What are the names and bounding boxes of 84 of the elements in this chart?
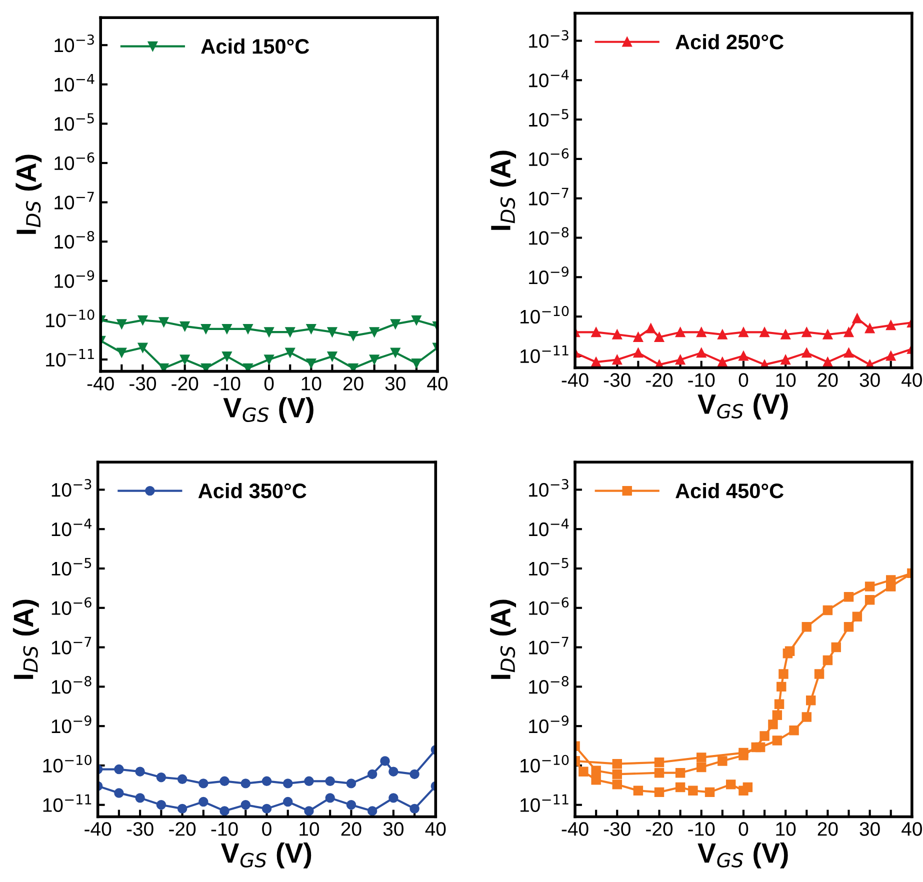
x-tick-label: -10 bbox=[688, 822, 715, 836]
y-tick-label: 10$^{−4}$ bbox=[529, 518, 569, 536]
x-tick-label: 20 bbox=[818, 373, 838, 387]
y-tick-label: 10$^{−6}$ bbox=[54, 152, 94, 170]
y-axis-title: I$_{DS}$ (A) bbox=[490, 600, 516, 679]
x-tick-label: -10 bbox=[214, 376, 240, 390]
x-tick-label: 30 bbox=[860, 822, 880, 836]
x-tick-label: 30 bbox=[383, 822, 404, 836]
y-tick-label: 10$^{−5}$ bbox=[54, 113, 94, 131]
y-tick-label: 10$^{−5}$ bbox=[529, 109, 568, 127]
y-tick-label: 10$^{−9}$ bbox=[54, 270, 94, 288]
legend-label: Acid 150°C bbox=[201, 38, 310, 54]
x-tick-label: 20 bbox=[818, 822, 838, 836]
x-axis-title: V$_{GS}$ (V) bbox=[220, 842, 312, 868]
x-tick-label: -10 bbox=[211, 822, 238, 836]
y-tick-label: 10$^{−7}$ bbox=[529, 188, 568, 206]
x-tick-label: -30 bbox=[130, 376, 156, 390]
x-tick-label: -20 bbox=[646, 373, 673, 387]
y-tick-label: 10$^{−3}$ bbox=[529, 479, 568, 497]
y-tick-label: 10$^{−3}$ bbox=[52, 479, 92, 497]
y-tick-label: 10$^{−11}$ bbox=[520, 345, 568, 364]
x-tick-label: -40 bbox=[87, 376, 114, 390]
x-tick-label: -40 bbox=[84, 822, 112, 836]
x-tick-label: 30 bbox=[860, 373, 880, 387]
x-tick-label: -40 bbox=[562, 373, 588, 387]
x-tick-label: -20 bbox=[646, 822, 673, 836]
y-tick-label: 10$^{−11}$ bbox=[520, 794, 568, 812]
y-tick-label: 10$^{−10}$ bbox=[46, 310, 94, 328]
x-tick-label: 0 bbox=[262, 822, 272, 836]
y-tick-label: 10$^{−11}$ bbox=[43, 794, 92, 812]
legend-label: Acid 350°C bbox=[198, 483, 306, 498]
y-tick-label: 10$^{−6}$ bbox=[529, 148, 569, 166]
y-axis-title: I$_{DS}$ (A) bbox=[12, 600, 39, 679]
y-tick-label: 10$^{−9}$ bbox=[529, 715, 569, 734]
x-tick-label: -30 bbox=[604, 822, 630, 836]
x-tick-label: 10 bbox=[776, 822, 796, 836]
y-tick-label: 10$^{−9}$ bbox=[52, 715, 92, 734]
y-tick-label: 10$^{−8}$ bbox=[52, 676, 92, 694]
y-tick-label: 10$^{−4}$ bbox=[529, 70, 569, 88]
y-tick-label: 10$^{−10}$ bbox=[520, 306, 569, 324]
y-tick-label: 10$^{−3}$ bbox=[529, 30, 568, 48]
y-tick-label: 10$^{−9}$ bbox=[529, 266, 569, 284]
x-tick-label: 40 bbox=[427, 376, 448, 390]
x-tick-label: 10 bbox=[300, 822, 320, 836]
x-axis-title: V$_{GS}$ (V) bbox=[223, 397, 314, 423]
x-tick-label: 20 bbox=[343, 376, 364, 390]
x-tick-label: 0 bbox=[738, 822, 748, 836]
x-tick-label: 20 bbox=[341, 822, 362, 836]
legend-label: Acid 250°C bbox=[676, 34, 784, 50]
y-tick-label: 10$^{−7}$ bbox=[52, 636, 92, 654]
x-axis-title: V$_{GS}$ (V) bbox=[698, 842, 788, 868]
x-tick-label: -30 bbox=[604, 373, 630, 387]
y-tick-label: 10$^{−11}$ bbox=[46, 349, 94, 367]
y-tick-label: 10$^{−5}$ bbox=[52, 558, 92, 576]
y-tick-label: 10$^{−6}$ bbox=[52, 597, 92, 615]
y-axis-title: I$_{DS}$ (A) bbox=[16, 154, 42, 234]
x-axis-title: V$_{GS}$ (V) bbox=[698, 394, 788, 420]
y-tick-label: 10$^{−10}$ bbox=[43, 754, 92, 773]
x-tick-label: 0 bbox=[264, 376, 274, 390]
legend-label: Acid 450°C bbox=[676, 483, 784, 498]
y-tick-label: 10$^{−8}$ bbox=[54, 230, 94, 249]
y-tick-label: 10$^{−4}$ bbox=[54, 74, 94, 92]
y-tick-label: 10$^{−5}$ bbox=[529, 558, 568, 576]
x-tick-label: -20 bbox=[172, 376, 198, 390]
x-tick-label: 10 bbox=[302, 376, 322, 390]
x-tick-label: -20 bbox=[169, 822, 196, 836]
x-tick-label: 40 bbox=[902, 822, 922, 836]
x-tick-label: 10 bbox=[776, 373, 796, 387]
x-tick-label: -30 bbox=[126, 822, 154, 836]
x-tick-label: -40 bbox=[562, 822, 588, 836]
y-tick-label: 10$^{−4}$ bbox=[52, 518, 92, 536]
y-tick-label: 10$^{−7}$ bbox=[529, 636, 568, 654]
x-tick-label: 0 bbox=[738, 373, 748, 387]
x-tick-label: 40 bbox=[425, 822, 446, 836]
y-axis-title: I$_{DS}$ (A) bbox=[490, 150, 516, 230]
x-tick-label: 40 bbox=[902, 373, 922, 387]
y-tick-label: 10$^{−3}$ bbox=[54, 34, 94, 52]
x-tick-label: -10 bbox=[688, 373, 715, 387]
y-tick-label: 10$^{−8}$ bbox=[529, 227, 569, 245]
y-tick-label: 10$^{−10}$ bbox=[520, 754, 569, 773]
y-tick-label: 10$^{−6}$ bbox=[529, 597, 569, 615]
y-tick-label: 10$^{−8}$ bbox=[529, 676, 569, 694]
y-tick-label: 10$^{−7}$ bbox=[54, 192, 94, 210]
x-tick-label: 30 bbox=[385, 376, 406, 390]
